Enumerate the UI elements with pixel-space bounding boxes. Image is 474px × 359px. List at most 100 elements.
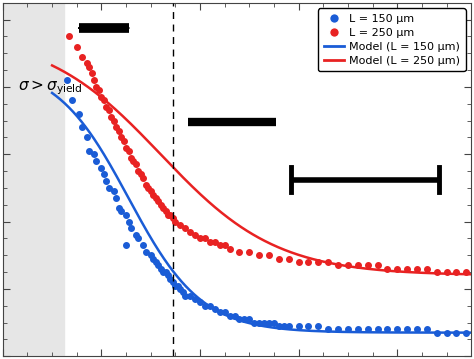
Point bbox=[423, 266, 431, 271]
Point bbox=[334, 262, 342, 268]
Point bbox=[196, 299, 204, 305]
Point bbox=[315, 259, 322, 265]
Point bbox=[186, 229, 194, 234]
Point bbox=[191, 232, 199, 238]
Point bbox=[125, 219, 132, 224]
Point bbox=[196, 236, 204, 241]
Point bbox=[216, 242, 224, 248]
Point bbox=[270, 320, 278, 325]
Point bbox=[98, 165, 105, 171]
Point bbox=[65, 34, 73, 39]
Point bbox=[413, 266, 421, 271]
Point bbox=[132, 232, 140, 238]
Point bbox=[118, 209, 125, 214]
Point bbox=[135, 236, 142, 241]
Point bbox=[132, 162, 140, 167]
Point bbox=[176, 222, 184, 228]
Point bbox=[85, 148, 93, 154]
Legend: L = 150 μm, L = 250 μm, Model (L = 150 μm), Model (L = 250 μm): L = 150 μm, L = 250 μm, Model (L = 150 μ… bbox=[318, 8, 465, 71]
Point bbox=[115, 128, 122, 134]
Point bbox=[155, 199, 162, 204]
Point bbox=[149, 256, 157, 261]
Point bbox=[152, 259, 159, 265]
Point bbox=[236, 249, 243, 255]
Point bbox=[147, 252, 155, 258]
Point bbox=[179, 289, 187, 295]
Point bbox=[93, 84, 100, 90]
Point bbox=[88, 71, 95, 76]
Point bbox=[112, 125, 120, 130]
Point bbox=[167, 212, 174, 218]
Point bbox=[85, 64, 93, 70]
Text: $\sigma{>}\sigma_{\mathrm{yield}}$: $\sigma{>}\sigma_{\mathrm{yield}}$ bbox=[18, 78, 82, 97]
Point bbox=[216, 309, 224, 315]
Point bbox=[285, 256, 292, 261]
Point bbox=[255, 252, 263, 258]
Point bbox=[354, 262, 362, 268]
Point bbox=[246, 316, 253, 322]
Point bbox=[164, 272, 172, 278]
Point bbox=[236, 316, 243, 322]
Point bbox=[108, 115, 115, 120]
Point bbox=[149, 192, 157, 197]
Point bbox=[182, 293, 189, 298]
Point bbox=[110, 188, 118, 194]
Point bbox=[110, 118, 118, 123]
Point bbox=[305, 259, 312, 265]
Point bbox=[354, 326, 362, 332]
Point bbox=[255, 320, 263, 325]
Point bbox=[231, 313, 238, 319]
Point bbox=[201, 236, 209, 241]
Point bbox=[147, 188, 155, 194]
Point bbox=[275, 256, 283, 261]
Point bbox=[105, 185, 113, 191]
Point bbox=[453, 330, 460, 336]
Point bbox=[127, 225, 135, 231]
Point bbox=[211, 306, 219, 312]
Point bbox=[443, 330, 450, 336]
Point bbox=[423, 326, 431, 332]
Point bbox=[115, 205, 122, 211]
Point bbox=[162, 269, 169, 275]
Point bbox=[169, 215, 177, 221]
Point bbox=[118, 135, 125, 140]
Point bbox=[176, 286, 184, 292]
Point bbox=[139, 175, 147, 181]
Point bbox=[63, 77, 71, 83]
Point bbox=[226, 246, 233, 251]
Point bbox=[344, 326, 352, 332]
Point bbox=[260, 320, 268, 325]
Point bbox=[364, 262, 372, 268]
Point bbox=[159, 205, 167, 211]
Point bbox=[142, 249, 150, 255]
Point bbox=[453, 269, 460, 275]
Point bbox=[157, 202, 164, 208]
Point bbox=[246, 249, 253, 255]
Point bbox=[120, 138, 128, 144]
Bar bbox=[3, 3, 64, 356]
Point bbox=[206, 303, 214, 309]
Point bbox=[145, 185, 152, 191]
Point bbox=[100, 98, 108, 103]
Point bbox=[90, 151, 98, 157]
Point bbox=[403, 266, 411, 271]
Point bbox=[122, 212, 130, 218]
Point bbox=[112, 195, 120, 201]
Point bbox=[383, 266, 391, 271]
Point bbox=[100, 172, 108, 177]
Point bbox=[315, 323, 322, 329]
Point bbox=[433, 269, 440, 275]
Point bbox=[182, 225, 189, 231]
Point bbox=[98, 94, 105, 100]
Point bbox=[393, 266, 401, 271]
Point bbox=[169, 279, 177, 285]
Point bbox=[265, 252, 273, 258]
Point bbox=[122, 242, 130, 248]
Point bbox=[130, 158, 137, 164]
Point bbox=[393, 326, 401, 332]
Point bbox=[68, 98, 76, 103]
Point bbox=[75, 111, 83, 117]
Point bbox=[164, 212, 172, 218]
Point bbox=[127, 155, 135, 160]
Point bbox=[374, 326, 381, 332]
